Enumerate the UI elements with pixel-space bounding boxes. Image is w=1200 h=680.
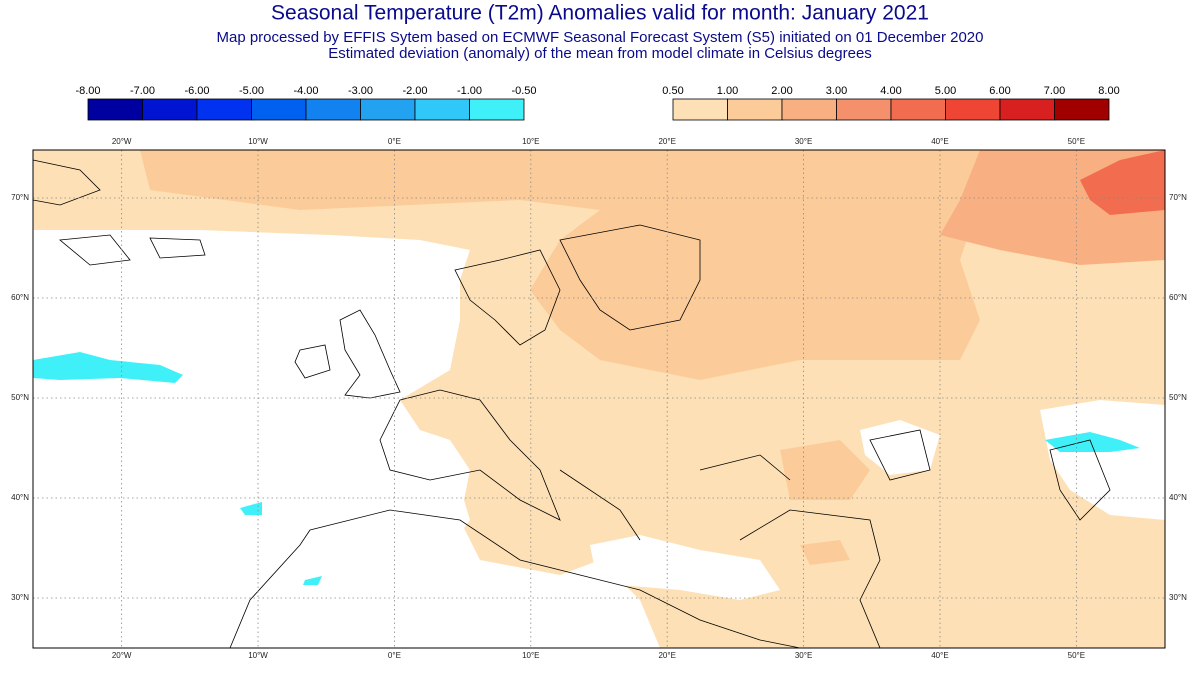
lat-label: 30°N: [1169, 593, 1187, 602]
map-frame: [32, 149, 1166, 649]
anomaly-fields: [33, 150, 1165, 648]
legend-swatch: [469, 98, 525, 121]
lat-label: 60°N: [1169, 293, 1187, 302]
lat-label: 30°N: [11, 593, 29, 602]
lat-label: 70°N: [11, 193, 29, 202]
lat-label: 70°N: [1169, 193, 1187, 202]
lat-label: 60°N: [11, 293, 29, 302]
lon-label: 0°E: [388, 651, 401, 660]
lon-label: 20°E: [658, 137, 675, 146]
lon-label: 20°W: [112, 137, 132, 146]
legend-label: 5.00: [935, 85, 956, 97]
legend-label: 1.00: [717, 85, 738, 97]
lon-label: 10°W: [248, 137, 268, 146]
lon-label: 50°E: [1068, 137, 1085, 146]
legend-label: -0.50: [511, 85, 536, 97]
legend-label: -6.00: [184, 85, 209, 97]
legend-swatch: [360, 98, 416, 121]
legend-swatch: [836, 98, 892, 121]
legend-label: 2.00: [771, 85, 792, 97]
subtitle: Map processed by EFFIS Sytem based on EC…: [216, 29, 983, 46]
anomaly-red: [1080, 150, 1165, 215]
legend-label: -5.00: [239, 85, 264, 97]
legend-label: 0.50: [662, 85, 683, 97]
legend-swatch: [196, 98, 252, 121]
legend-swatch: [414, 98, 470, 121]
lat-label: 40°N: [1169, 493, 1187, 502]
legend-label: -4.00: [293, 85, 318, 97]
no-anomaly: [33, 230, 1165, 648]
lon-label: 0°E: [388, 137, 401, 146]
lon-label: 10°E: [522, 137, 539, 146]
lon-label: 50°E: [1068, 651, 1085, 660]
legend-swatch: [890, 98, 946, 121]
description: Estimated deviation (anomaly) of the mea…: [328, 45, 872, 62]
legend-swatch: [727, 98, 783, 121]
legend-swatch: [305, 98, 361, 121]
lon-label: 20°W: [112, 651, 132, 660]
graticule: 20°W 20°W 10°W 10°W 0°E 0°E 10°E 10°E 20°E 20°E 30…: [11, 137, 1187, 660]
legend-swatch: [672, 98, 728, 121]
lon-label: 10°W: [248, 651, 268, 660]
lon-label: 30°E: [795, 651, 812, 660]
lon-label: 30°E: [795, 137, 812, 146]
lon-label: 10°E: [522, 651, 539, 660]
legend-label: 8.00: [1098, 85, 1119, 97]
legend-label: -2.00: [402, 85, 427, 97]
legend-label: 4.00: [880, 85, 901, 97]
lat-label: 40°N: [11, 493, 29, 502]
coastlines: [32, 159, 1111, 649]
legend-swatch: [142, 98, 198, 121]
legend-swatch: [251, 98, 307, 121]
coastline: [32, 159, 1111, 649]
legend-label: -7.00: [130, 85, 155, 97]
lat-label: 50°N: [1169, 393, 1187, 402]
anomaly-cyan: [33, 352, 1140, 585]
title: Seasonal Temperature (T2m) Anomalies val…: [271, 2, 929, 25]
legend-label: 6.00: [989, 85, 1010, 97]
lon-label: 20°E: [658, 651, 675, 660]
legend-label: -1.00: [457, 85, 482, 97]
legend-label: -8.00: [75, 85, 100, 97]
lon-label: 40°E: [931, 137, 948, 146]
legends: -8.00 -7.00 -6.00 -5.00 -4.00 -3.00 -2.00 -1.00…: [75, 85, 1120, 121]
legend-swatch: [945, 98, 1001, 121]
legend-swatch: [87, 98, 143, 121]
lat-label: 50°N: [11, 393, 29, 402]
legend-label: -3.00: [348, 85, 373, 97]
legend-swatch: [781, 98, 837, 121]
legend-swatch: [999, 98, 1055, 121]
legend-label: 7.00: [1044, 85, 1065, 97]
legend-label: 3.00: [826, 85, 847, 97]
lon-label: 40°E: [931, 651, 948, 660]
anomaly-orange: [140, 150, 980, 565]
legend-swatch: [1054, 98, 1110, 121]
